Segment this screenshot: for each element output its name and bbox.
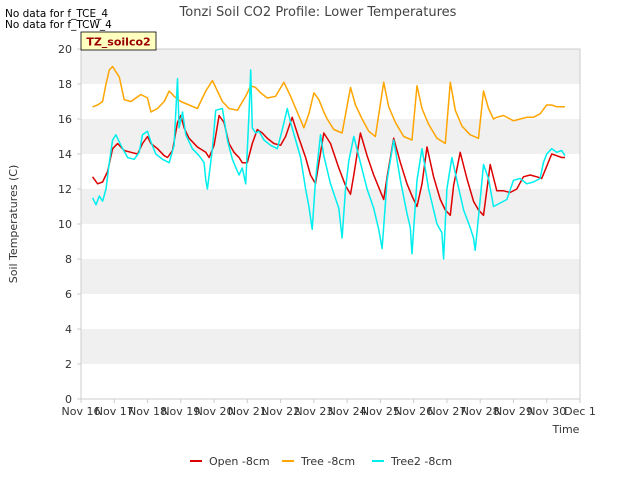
legend-label: Tree -8cm — [300, 455, 355, 468]
y-tick-label: 20 — [58, 43, 72, 56]
y-tick-label: 10 — [58, 218, 72, 231]
plot-background-bands — [81, 49, 580, 364]
y-tick-label: 12 — [58, 183, 72, 196]
y-tick-label: 0 — [65, 393, 72, 406]
grid-band — [81, 49, 580, 84]
legend-label: Tree2 -8cm — [390, 455, 452, 468]
note-line-2: No data for f_TCW_4 — [5, 19, 112, 31]
x-tick-label: Nov 24 — [328, 405, 367, 418]
y-axis: 0 2 4 6 8 10 12 14 16 18 20 — [58, 43, 81, 406]
site-badge: TZ_soilco2 — [80, 31, 157, 51]
x-tick-label: Nov 21 — [228, 405, 267, 418]
y-tick-label: 4 — [65, 323, 72, 336]
series-line-2 — [92, 65, 565, 145]
x-axis-label: Time — [552, 423, 580, 436]
x-tick-label: Nov 18 — [128, 405, 167, 418]
x-tick-label: Nov 28 — [461, 405, 500, 418]
x-tick-label: Nov 16 — [62, 405, 101, 418]
x-tick-label: Nov 27 — [427, 405, 466, 418]
legend-label: Open -8cm — [209, 455, 270, 468]
x-tick-label: Nov 17 — [95, 405, 134, 418]
series-layer — [91, 65, 566, 260]
y-tick-label: 14 — [58, 148, 72, 161]
x-tick-label: Nov 19 — [161, 405, 200, 418]
x-tick-label: Nov 20 — [195, 405, 234, 418]
x-tick-label: Nov 25 — [361, 405, 400, 418]
y-tick-label: 6 — [65, 288, 72, 301]
y-axis-label: Soil Temperatures (C) — [7, 165, 20, 284]
site-badge-label: TZ_soilco2 — [86, 36, 150, 49]
legend: Open -8cm Tree -8cm Tree2 -8cm — [190, 455, 452, 468]
y-tick-label: 16 — [58, 113, 72, 126]
chart-title: Tonzi Soil CO2 Profile: Lower Temperatur… — [179, 5, 457, 20]
grid-band — [81, 329, 580, 364]
x-tick-label: Nov 29 — [494, 405, 533, 418]
y-tick-label: 18 — [58, 78, 72, 91]
y-tick-label: 2 — [65, 358, 72, 371]
x-tick-label: Nov 22 — [261, 405, 300, 418]
x-tick-label: Nov 26 — [394, 405, 433, 418]
y-tick-label: 8 — [65, 253, 72, 266]
x-tick-label: Nov 30 — [527, 405, 566, 418]
x-tick-label: Nov 23 — [294, 405, 333, 418]
grid-band — [81, 259, 580, 294]
site-badge-box — [80, 31, 157, 51]
series-line-1 — [91, 114, 565, 217]
grid-band — [81, 189, 580, 224]
series-line-3 — [91, 69, 566, 260]
x-tick-label: Dec 1 — [564, 405, 596, 418]
note-line-1: No data for f_TCE_4 — [5, 8, 108, 20]
